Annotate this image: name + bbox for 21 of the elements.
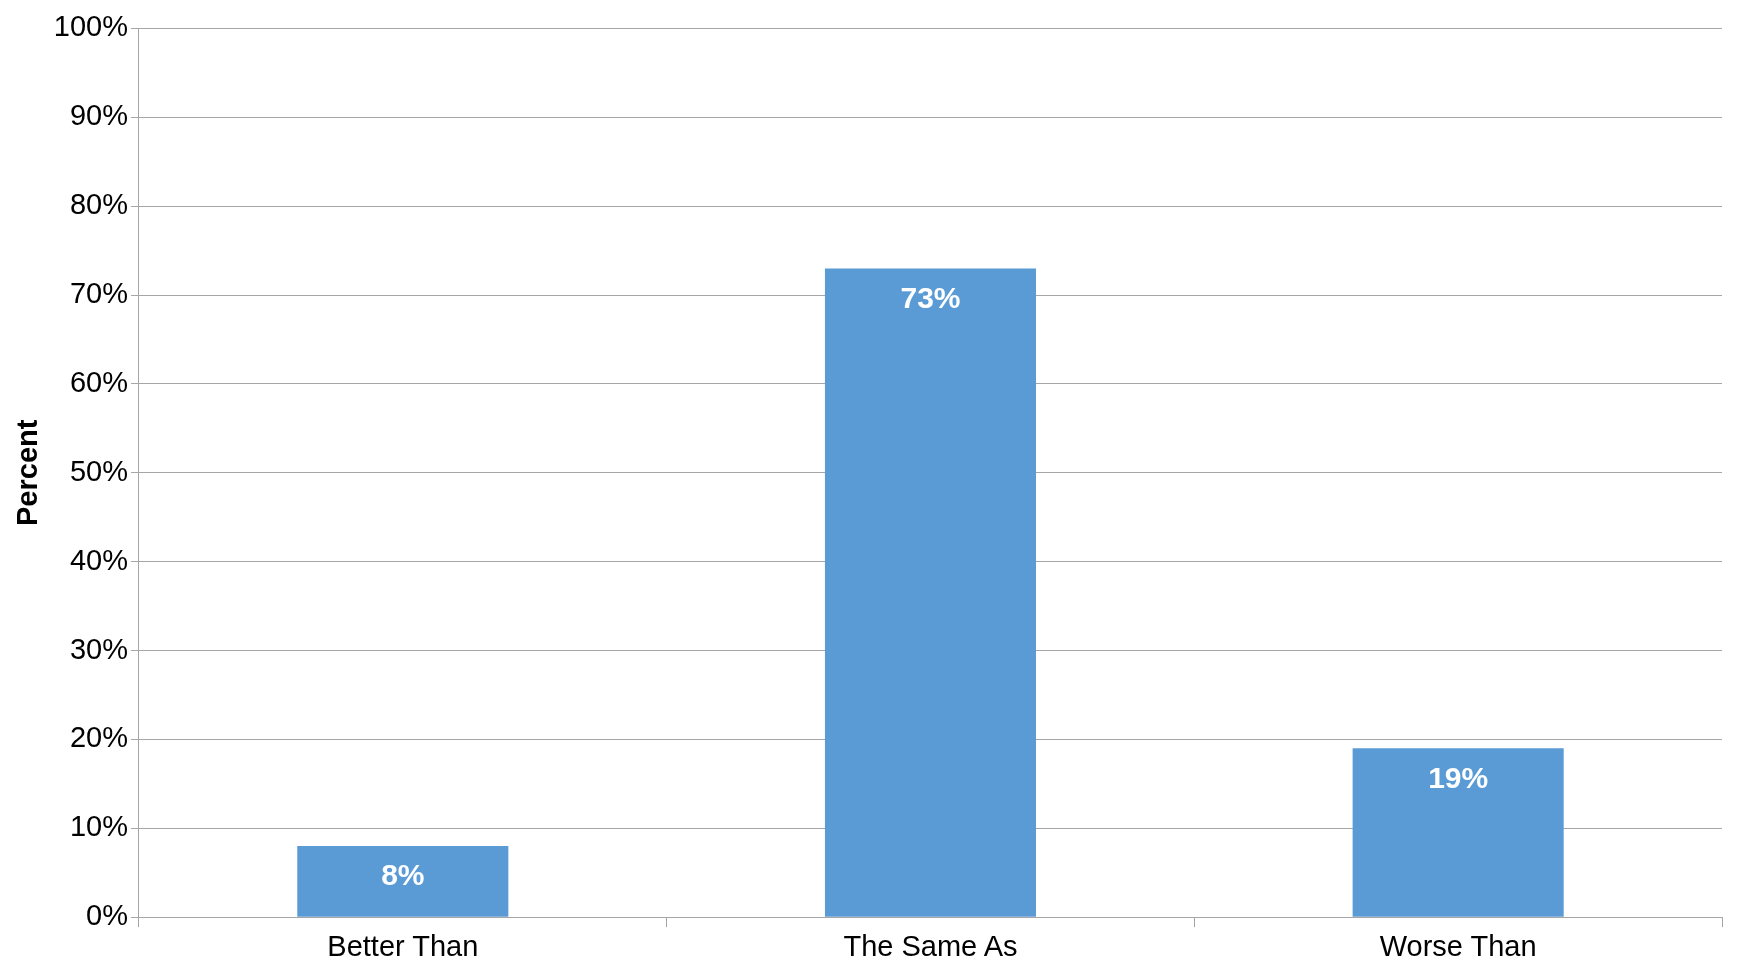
y-tick-label: 70% [69,277,128,310]
y-tick-label: 80% [69,188,128,221]
data-label: 8% [381,858,425,892]
y-tick-label: 90% [69,99,128,132]
x-tick-label: The Same As [843,929,1018,962]
y-tick-label: 0% [86,899,128,932]
y-tick-label: 40% [69,543,128,576]
y-tick-label: 30% [69,632,128,665]
y-tick-label: 100% [53,10,128,43]
data-label: 19% [1428,760,1489,794]
x-tick-label: Better Than [327,929,479,962]
y-tick-label: 50% [69,454,128,487]
y-tick-label: 20% [69,721,128,754]
bar [297,846,509,917]
bar [824,268,1037,917]
bar [1352,748,1564,917]
data-label: 73% [900,280,961,314]
x-tick-label: Worse Than [1379,929,1537,962]
y-axis-title: Percent [11,419,44,526]
y-tick-label: 60% [69,365,128,398]
y-tick-label: 10% [69,810,128,843]
